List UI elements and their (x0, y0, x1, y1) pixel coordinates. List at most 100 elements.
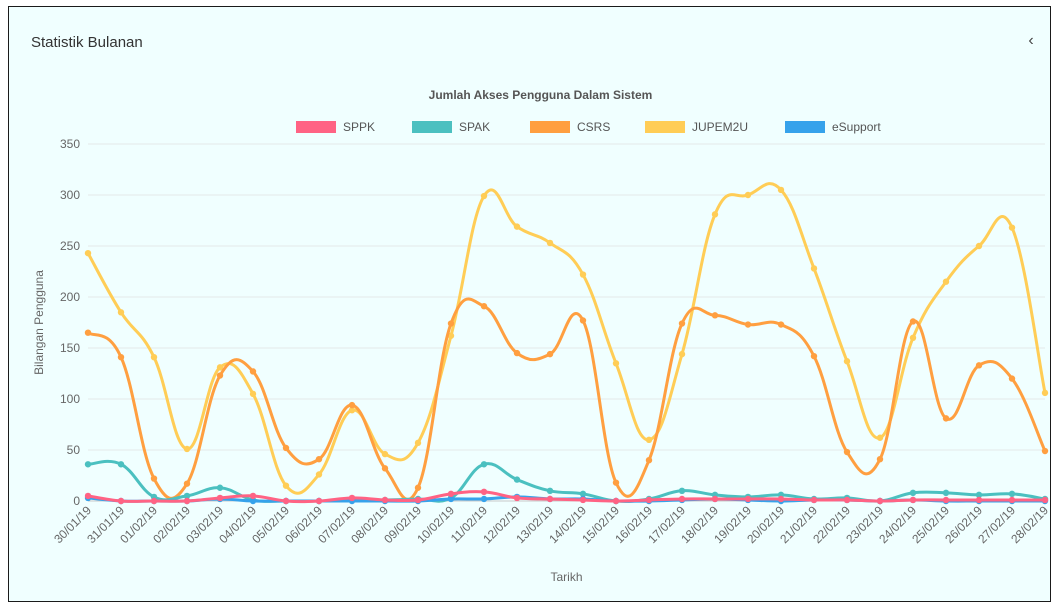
data-point-csrs (315, 455, 323, 463)
data-point-sppk (975, 496, 983, 504)
data-point-jupem2u (315, 471, 323, 478)
data-point-sppk (909, 496, 917, 504)
y-tick-label: 0 (73, 494, 80, 508)
data-point-csrs (183, 480, 191, 487)
data-point-jupem2u (546, 239, 554, 247)
data-point-sppk (876, 497, 884, 505)
data-point-csrs (513, 349, 521, 357)
legend-swatch-spak (412, 121, 452, 133)
data-point-jupem2u (414, 439, 422, 447)
data-point-csrs (678, 320, 686, 327)
data-point-sppk (744, 495, 752, 503)
x-axis-label: Tarikh (550, 570, 582, 584)
data-point-esupport (480, 495, 488, 503)
panel-header: Statistik Bulanan ‹ (9, 7, 1050, 51)
data-point-spak (546, 487, 554, 494)
series-line-jupem2u (86, 182, 1047, 495)
data-point-spak (942, 489, 950, 497)
data-point-sppk (810, 496, 818, 504)
data-point-sppk (645, 496, 653, 504)
data-point-jupem2u (513, 223, 521, 230)
y-tick-label: 200 (60, 290, 80, 304)
y-tick-label: 150 (60, 341, 80, 355)
legend-label-sppk: SPPK (343, 120, 375, 134)
data-point-csrs (942, 415, 950, 422)
line-chart: Jumlah Akses Pengguna Dalam Sistem SPPK SP… (32, 88, 1051, 584)
legend-label-csrs: CSRS (577, 120, 610, 134)
data-point-csrs (117, 353, 125, 361)
data-point-csrs (843, 448, 851, 456)
data-point-sppk (546, 495, 554, 503)
data-point-csrs (909, 318, 917, 325)
data-point-sppk (381, 496, 389, 504)
data-point-jupem2u (282, 482, 290, 489)
data-point-sppk (84, 492, 92, 500)
data-point-jupem2u (117, 309, 125, 316)
data-point-csrs (876, 455, 884, 463)
y-tick-label: 250 (60, 239, 80, 253)
data-point-sppk (777, 495, 785, 503)
data-point-csrs (447, 320, 455, 327)
data-point-csrs (975, 362, 983, 369)
data-point-sppk (216, 494, 224, 502)
data-point-jupem2u (843, 358, 851, 365)
data-point-csrs (150, 475, 158, 482)
data-point-sppk (1041, 496, 1049, 504)
data-point-sppk (150, 497, 158, 505)
data-point-jupem2u (216, 364, 224, 371)
data-point-csrs (348, 401, 356, 409)
data-point-csrs (216, 372, 224, 379)
y-tick-label: 50 (67, 443, 81, 457)
data-point-jupem2u (183, 445, 191, 453)
data-point-sppk (579, 496, 587, 504)
data-point-csrs (810, 352, 818, 360)
data-point-spak (513, 476, 521, 483)
legend-swatch-jupem2u (645, 121, 685, 133)
y-tick-label: 350 (60, 137, 80, 151)
data-point-csrs (1041, 447, 1049, 455)
data-point-sppk (678, 495, 686, 503)
legend-swatch-esupport (785, 121, 825, 133)
data-point-spak (909, 489, 917, 497)
data-point-jupem2u (150, 353, 158, 361)
panel-title: Statistik Bulanan (31, 34, 143, 51)
data-point-csrs (645, 457, 653, 464)
data-point-jupem2u (975, 242, 983, 250)
data-point-csrs (711, 312, 719, 319)
legend-label-jupem2u: JUPEM2U (692, 120, 748, 134)
data-point-csrs (84, 329, 92, 336)
statistics-panel: Statistik Bulanan ‹ Jumlah Akses Penggun… (8, 6, 1051, 602)
data-point-spak (678, 487, 686, 494)
data-point-jupem2u (1041, 389, 1049, 397)
data-point-sppk (711, 495, 719, 503)
data-point-sppk (843, 496, 851, 504)
data-point-sppk (942, 496, 950, 504)
data-point-sppk (348, 494, 356, 502)
x-tick-label: 28/02/19 (1008, 503, 1051, 546)
data-point-esupport (447, 495, 455, 503)
legend-swatch-csrs (530, 121, 570, 133)
data-point-jupem2u (777, 186, 785, 194)
data-point-csrs (249, 368, 257, 375)
data-point-jupem2u (810, 265, 818, 272)
data-point-spak (117, 461, 125, 468)
data-point-csrs (777, 321, 785, 328)
data-point-jupem2u (909, 334, 917, 341)
data-point-sppk (447, 490, 455, 498)
data-point-spak (84, 461, 92, 468)
data-point-spak (183, 492, 191, 500)
data-point-sppk (414, 496, 422, 504)
data-point-sppk (480, 488, 488, 496)
chevron-left-icon[interactable]: ‹ (1028, 32, 1034, 49)
data-point-sppk (612, 497, 620, 505)
data-point-spak (1008, 490, 1016, 498)
data-point-spak (579, 490, 587, 498)
data-point-sppk (249, 492, 257, 500)
data-point-csrs (282, 444, 290, 452)
data-point-jupem2u (249, 390, 257, 398)
data-point-sppk (315, 497, 323, 505)
chart-title: Jumlah Akses Pengguna Dalam Sistem (429, 88, 653, 102)
data-point-sppk (117, 497, 125, 505)
legend-label-spak: SPAK (459, 120, 490, 134)
data-point-jupem2u (744, 191, 752, 199)
